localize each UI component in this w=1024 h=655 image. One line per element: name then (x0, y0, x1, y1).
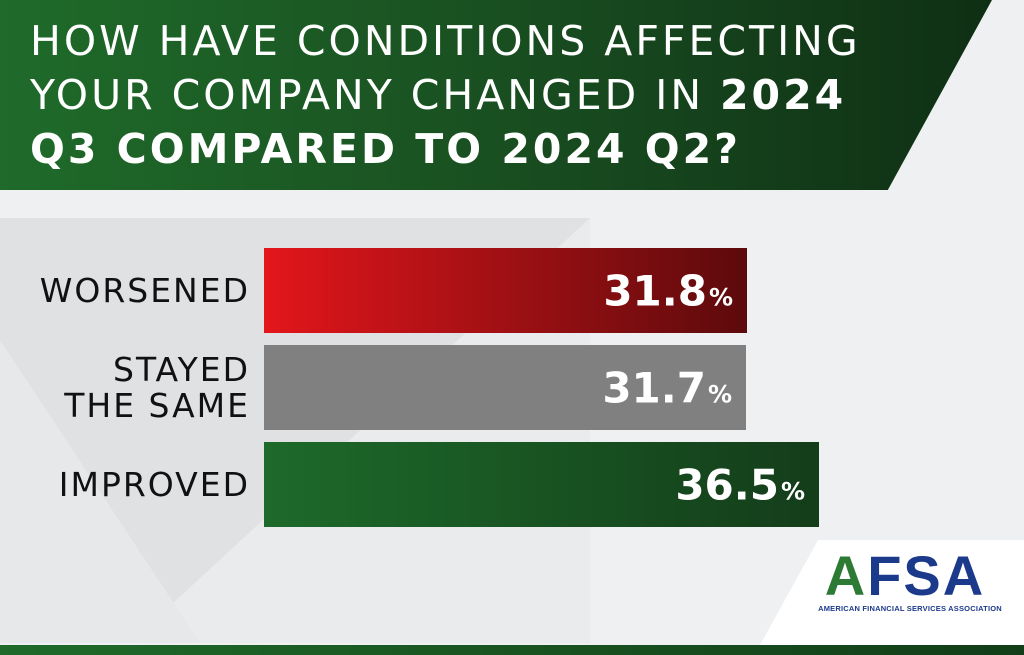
value-unit: % (708, 283, 733, 311)
bar-value-label: 36.5% (675, 460, 805, 509)
category-label: IMPROVED (0, 467, 250, 503)
bar-improved: 36.5% (264, 442, 819, 527)
logo-tagline: AMERICAN FINANCIAL SERVICES ASSOCIATION (818, 604, 1002, 613)
afsa-logo: AFSA (810, 548, 1000, 604)
logo-letters-rest: FSA (867, 544, 986, 607)
value-number: 36.5 (675, 460, 779, 509)
value-unit: % (707, 380, 732, 408)
bar-value-label: 31.8% (603, 266, 733, 315)
bar-value-label: 31.7% (602, 363, 732, 412)
value-number: 31.7 (602, 363, 706, 412)
bar-stayed-the-same: 31.7% (264, 345, 746, 430)
category-label-line: THE SAME (64, 386, 250, 425)
logo-letter-a: A (824, 544, 868, 607)
bottom-strip (0, 645, 1024, 655)
category-label: STAYED THE SAME (0, 352, 250, 424)
title-plain: HOW HAVE CONDITIONS AFFECTING YOUR COMPA… (30, 17, 861, 119)
title-bold: 2024 Q3 COMPARED TO 2024 Q2? (30, 71, 847, 173)
category-label: WORSENED (0, 273, 250, 309)
value-number: 31.8 (603, 266, 707, 315)
category-label-line: WORSENED (39, 271, 250, 310)
category-label-line: IMPROVED (58, 465, 250, 504)
header-banner (0, 0, 992, 190)
bar-worsened: 31.8% (264, 248, 747, 333)
category-label-line: STAYED (113, 350, 250, 389)
page-title: HOW HAVE CONDITIONS AFFECTING YOUR COMPA… (30, 14, 910, 176)
value-unit: % (780, 477, 805, 505)
